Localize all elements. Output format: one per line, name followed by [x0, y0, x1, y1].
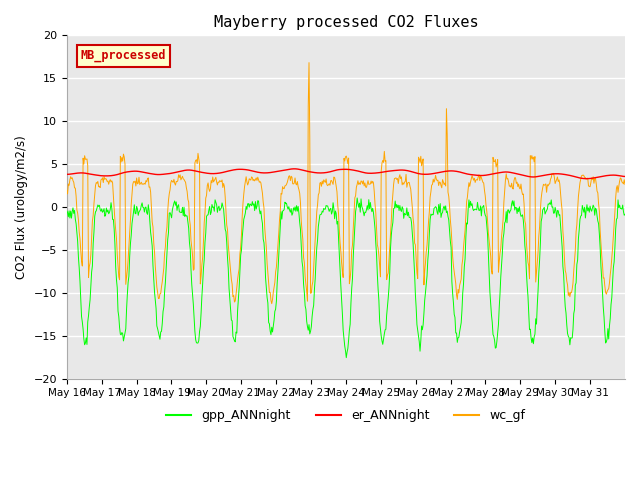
Legend: gpp_ANNnight, er_ANNnight, wc_gf: gpp_ANNnight, er_ANNnight, wc_gf — [161, 404, 531, 427]
Text: MB_processed: MB_processed — [81, 49, 166, 62]
Title: Mayberry processed CO2 Fluxes: Mayberry processed CO2 Fluxes — [214, 15, 478, 30]
Y-axis label: CO2 Flux (urology/m2/s): CO2 Flux (urology/m2/s) — [15, 135, 28, 279]
